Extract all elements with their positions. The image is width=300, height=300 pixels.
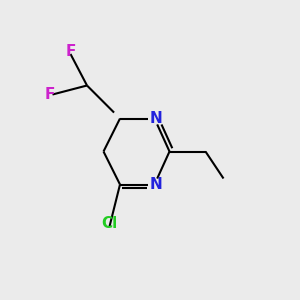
Text: N: N: [150, 177, 162, 192]
Text: F: F: [65, 44, 76, 59]
Text: Cl: Cl: [101, 216, 118, 231]
Text: F: F: [44, 87, 55, 102]
Text: N: N: [150, 111, 162, 126]
